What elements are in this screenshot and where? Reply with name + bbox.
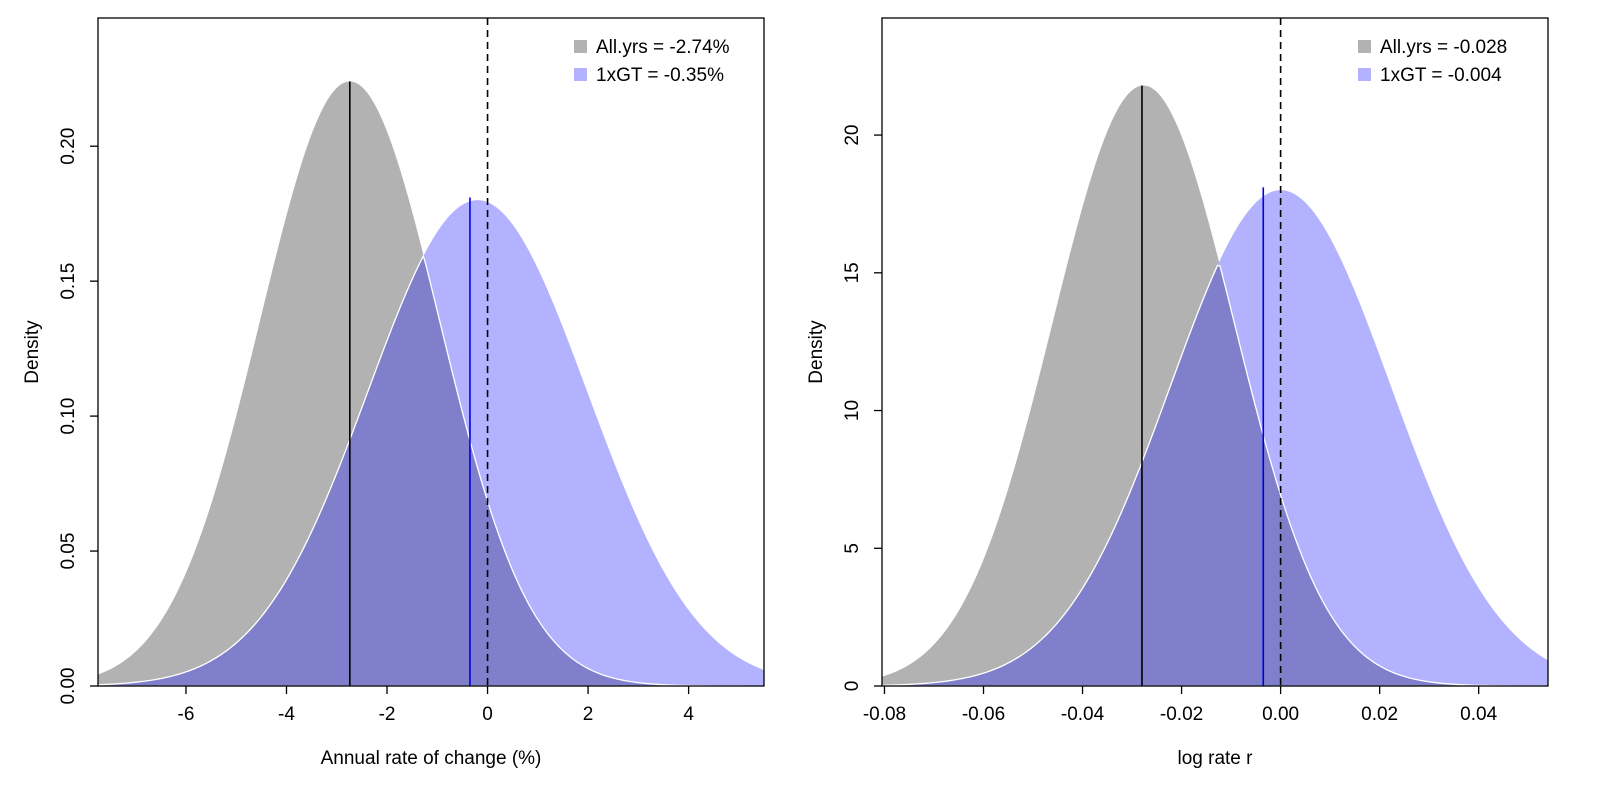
legend: All.yrs = -2.74% 1xGT = -0.35% <box>574 37 730 86</box>
x-tick-label: 2 <box>583 704 594 725</box>
x-tick-label: -6 <box>178 704 195 725</box>
y-tick-label: 0.00 <box>58 668 79 705</box>
legend-label-all-yrs: All.yrs = -0.028 <box>1380 37 1507 58</box>
panel-log-rate: -0.08 -0.06 -0.04 -0.02 0.00 0.02 0.04 0 5 10 15 20… <box>806 17 1549 769</box>
legend-label-one-gt: 1xGT = -0.004 <box>1380 65 1502 86</box>
y-tick-label: 0.10 <box>58 398 79 435</box>
overlap-density <box>882 264 1548 686</box>
x-tick-label: -0.08 <box>863 704 906 725</box>
legend: All.yrs = -0.028 1xGT = -0.004 <box>1358 37 1507 86</box>
y-tick-label: 0.20 <box>58 128 79 165</box>
y-tick-label: 0.15 <box>58 263 79 300</box>
x-tick-label: -0.04 <box>1061 704 1105 725</box>
x-tick-label: 0.02 <box>1361 704 1398 725</box>
x-tick-label: -0.02 <box>1160 704 1203 725</box>
legend-label-all-yrs: All.yrs = -2.74% <box>596 37 730 58</box>
plot-frame <box>97 17 765 687</box>
overlap-density <box>98 254 764 686</box>
x-tick-label: 0.04 <box>1460 704 1497 725</box>
x-tick-label: 0.00 <box>1262 704 1299 725</box>
x-tick-label: -4 <box>278 704 295 725</box>
legend-swatch-all-yrs <box>574 40 587 53</box>
legend-swatch-all-yrs <box>1358 40 1371 53</box>
legend-swatch-one-gt <box>1358 68 1371 81</box>
y-tick-label: 0 <box>842 681 863 692</box>
x-tick-label: -0.06 <box>962 704 1005 725</box>
y-axis-label: Density <box>806 320 827 384</box>
y-tick-label: 10 <box>842 400 863 421</box>
x-axis-label: log rate r <box>1178 748 1254 769</box>
plot-area <box>98 18 764 686</box>
legend-swatch-one-gt <box>574 68 587 81</box>
x-tick-label: 4 <box>683 704 694 725</box>
y-tick-label: 5 <box>842 543 863 554</box>
panel-annual-rate: -6 -4 -2 0 2 4 0.00 0.05 0.10 0.15 0.20 Annual rate… <box>22 17 765 769</box>
x-tick-label: -2 <box>379 704 396 725</box>
y-tick-label: 0.05 <box>58 533 79 570</box>
legend-label-one-gt: 1xGT = -0.35% <box>596 65 724 86</box>
plot-area <box>882 18 1548 686</box>
plot-frame <box>881 17 1549 687</box>
y-tick-label: 20 <box>842 125 863 146</box>
x-tick-label: 0 <box>482 704 493 725</box>
x-axis-label: Annual rate of change (%) <box>321 748 542 769</box>
y-tick-label: 15 <box>842 262 863 283</box>
y-axis-label: Density <box>22 320 43 384</box>
